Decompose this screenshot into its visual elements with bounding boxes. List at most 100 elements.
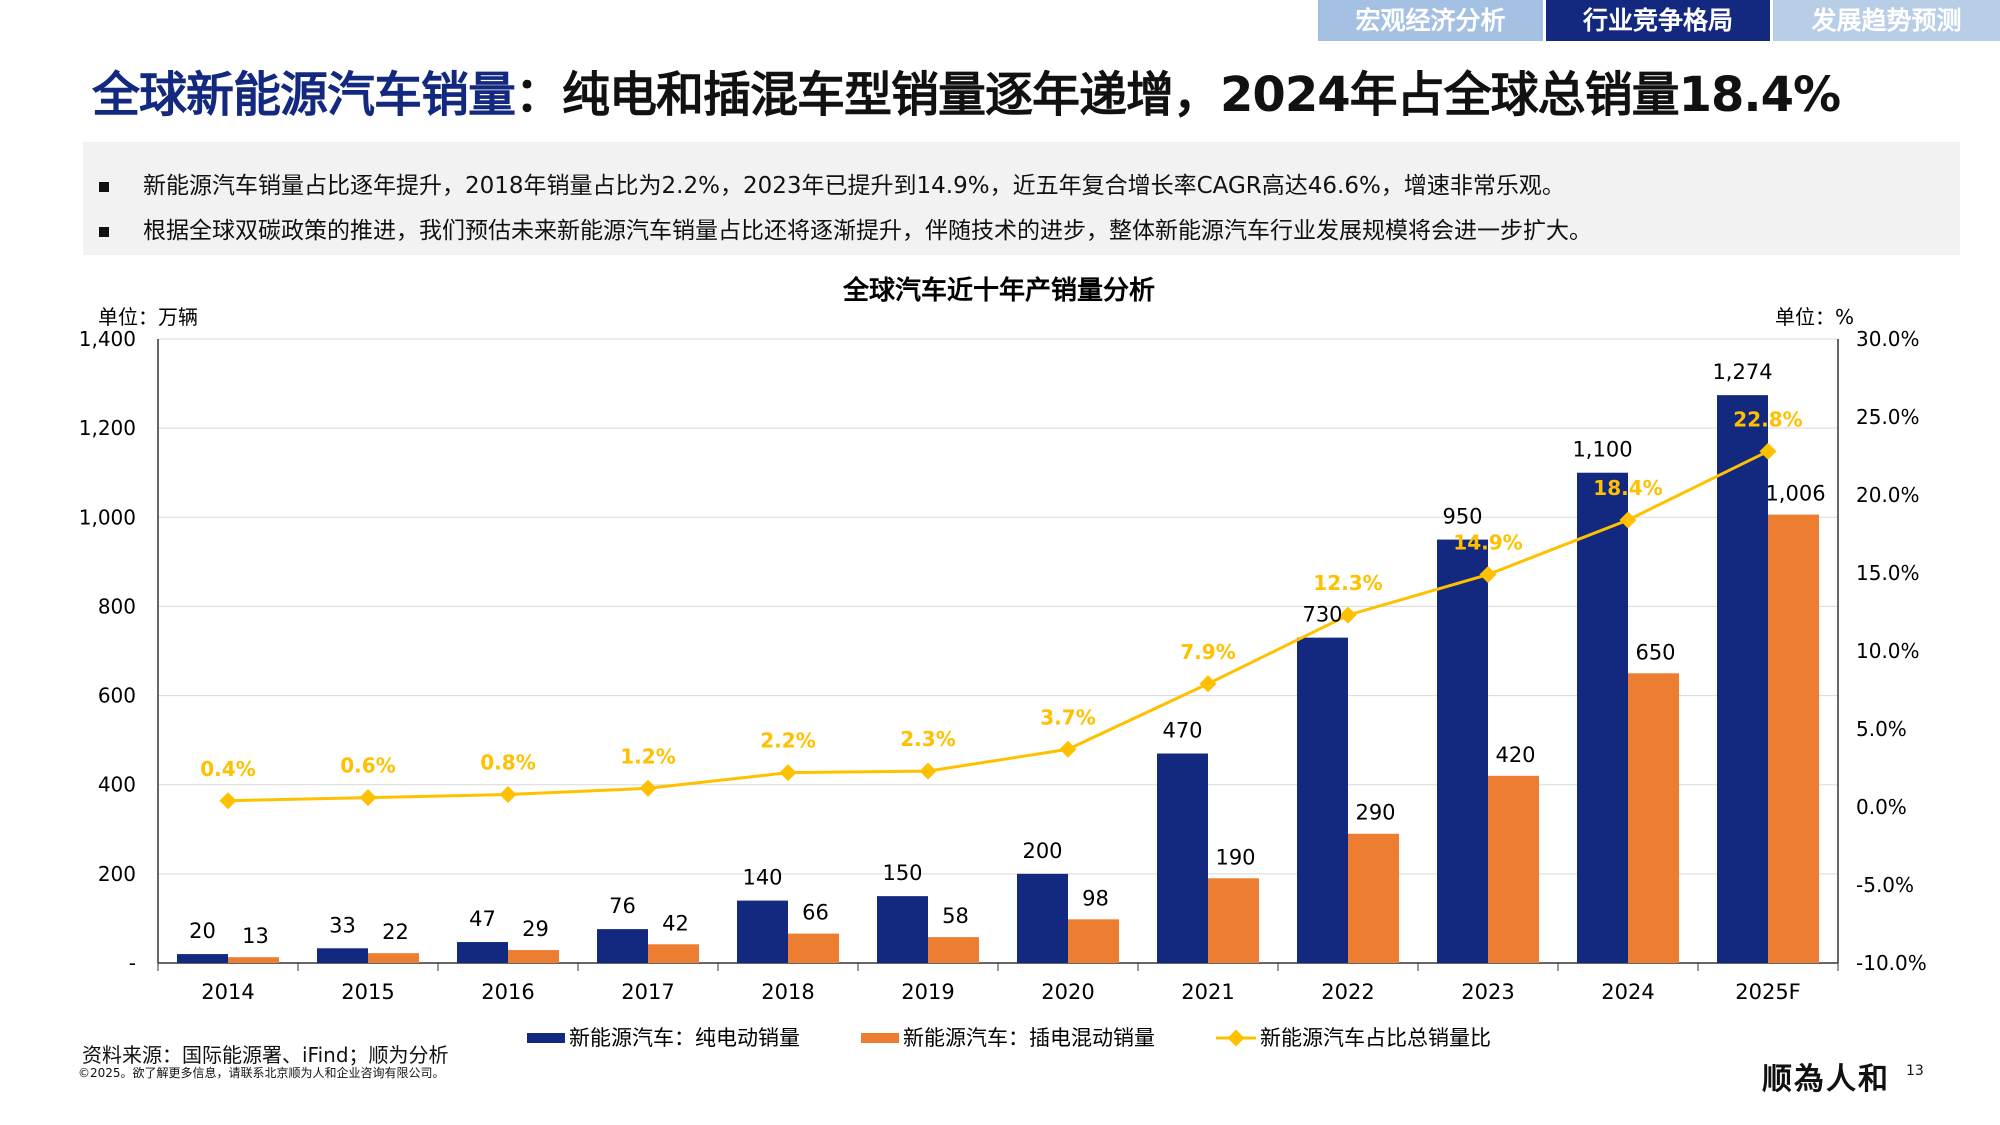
bar-phev [1488, 775, 1539, 963]
tab-industry-competition[interactable]: 行业竞争格局 [1546, 0, 1770, 41]
right-axis-tick-label: 5.0% [1856, 717, 1907, 741]
bar-label-bev: 200 [1022, 839, 1062, 863]
bar-label-bev: 47 [469, 907, 496, 931]
bar-phev [928, 937, 979, 963]
right-axis-tick-label: 25.0% [1856, 405, 1920, 429]
title-highlight: 全球新能源汽车销量 [92, 67, 516, 123]
share-label: 2.3% [900, 727, 955, 751]
x-axis-tick-label: 2015 [341, 980, 394, 1004]
x-axis-tick-label: 2024 [1601, 980, 1654, 1004]
copyright-note: ©2025。欲了解更多信息，请联系北京顺为人和企业咨询有限公司。 [78, 1066, 445, 1080]
bar-phev [228, 957, 279, 963]
title-rest: ：纯电和插混车型销量逐年递增，2024年占全球总销量18.4% [515, 67, 1841, 123]
x-axis-tick-label: 2025F [1735, 980, 1801, 1004]
tab-trend-forecast[interactable]: 发展趋势预测 [1773, 0, 2000, 41]
legend-label-phev: 新能源汽车：插电混动销量 [903, 1026, 1155, 1050]
chart-title: 全球汽车近十年产销量分析 [842, 275, 1155, 306]
bar-phev [1348, 833, 1399, 963]
share-label: 2.2% [760, 729, 815, 753]
share-line [227, 449, 1769, 803]
summary-bullet-text: 根据全球双碳政策的推进，我们预估未来新能源汽车销量占比还将逐渐提升，伴随技术的进… [143, 218, 1592, 244]
bullet-square-icon [99, 181, 109, 192]
share-label: 12.3% [1313, 571, 1382, 595]
left-axis-tick-label: 800 [98, 594, 136, 618]
bar-bev [877, 896, 928, 963]
bar-phev [788, 933, 839, 963]
legend-swatch-bev [527, 1033, 565, 1043]
bar-label-phev: 650 [1635, 640, 1675, 664]
left-axis-tick-label: - [129, 951, 136, 975]
x-axis-tick-label: 2021 [1181, 980, 1234, 1004]
bar-label-bev: 470 [1162, 719, 1202, 743]
x-axis-tick-label: 2023 [1461, 980, 1514, 1004]
left-axis-tick-label: 1,000 [79, 505, 136, 529]
bar-label-bev: 33 [329, 913, 356, 937]
right-axis-tick-label: -5.0% [1856, 873, 1914, 897]
bar-bev [177, 954, 228, 963]
share-label: 0.8% [480, 751, 535, 775]
share-label: 0.6% [340, 754, 395, 778]
bar-label-bev: 1,100 [1572, 438, 1632, 462]
legend-swatch-phev [861, 1033, 899, 1043]
bar-bev [1717, 395, 1768, 963]
tab-macro-economy[interactable]: 宏观经济分析 [1318, 0, 1543, 41]
bar-phev [1628, 673, 1679, 963]
share-label: 3.7% [1040, 705, 1095, 729]
share-point [1479, 566, 1497, 584]
share-point [1339, 606, 1357, 624]
bar-label-phev: 22 [382, 920, 409, 944]
x-axis-tick-label: 2014 [201, 980, 254, 1004]
share-label: 0.4% [200, 757, 255, 781]
right-axis-tick-label: 10.0% [1856, 639, 1920, 663]
bar-phev [1208, 878, 1259, 963]
bar-bev [317, 948, 368, 963]
right-axis-tick-label: 0.0% [1856, 795, 1907, 819]
summary-bullet: 新能源汽车销量占比逐年提升，2018年销量占比为2.2%，2023年已提升到14… [99, 166, 1565, 200]
bar-label-phev: 29 [522, 917, 549, 941]
legend-label-bev: 新能源汽车：纯电动销量 [569, 1026, 800, 1050]
bar-bev [1437, 539, 1488, 963]
share-point [919, 762, 937, 780]
share-point [499, 786, 517, 804]
bullet-square-icon [99, 226, 109, 237]
x-axis-tick-label: 2018 [761, 980, 814, 1004]
left-axis-tick-label: 400 [98, 773, 136, 797]
share-point [359, 789, 377, 807]
bar-phev [508, 950, 559, 963]
page-title: 全球新能源汽车销量：纯电和插混车型销量逐年递增，2024年占全球总销量18.4% [92, 55, 1841, 125]
share-point [1619, 511, 1637, 529]
bar-label-phev: 190 [1215, 845, 1255, 869]
brand-logo: 顺為人和 [1762, 1062, 1890, 1097]
bar-label-phev: 1,006 [1765, 482, 1825, 506]
share-label: 22.8% [1733, 407, 1802, 431]
right-axis-tick-label: 30.0% [1856, 327, 1920, 351]
bar-label-phev: 290 [1355, 801, 1395, 825]
bar-label-phev: 13 [242, 924, 269, 948]
right-axis-unit: 单位：% [1775, 305, 1854, 329]
left-axis-unit: 单位：万辆 [98, 305, 198, 329]
left-axis-tick-label: 600 [98, 684, 136, 708]
bar-label-bev: 76 [609, 894, 636, 918]
x-axis-tick-label: 2022 [1321, 980, 1374, 1004]
x-axis-tick-label: 2016 [481, 980, 534, 1004]
share-point [219, 792, 237, 810]
bar-label-bev: 140 [742, 866, 782, 890]
bar-label-bev: 1,274 [1712, 360, 1772, 384]
x-axis-tick-label: 2017 [621, 980, 674, 1004]
left-axis-tick-label: 1,200 [79, 416, 136, 440]
share-label: 14.9% [1453, 531, 1522, 555]
right-axis-tick-label: 15.0% [1856, 561, 1920, 585]
legend-marker-share [1227, 1029, 1245, 1047]
bar-bev [1297, 637, 1348, 963]
left-axis-tick-label: 200 [98, 862, 136, 886]
bar-bev [1577, 472, 1628, 963]
bar-bev [737, 900, 788, 963]
right-axis-tick-label: 20.0% [1856, 483, 1920, 507]
summary-box: 新能源汽车销量占比逐年提升，2018年销量占比为2.2%，2023年已提升到14… [83, 142, 1960, 255]
summary-bullet: 根据全球双碳政策的推进，我们预估未来新能源汽车销量占比还将逐渐提升，伴随技术的进… [99, 211, 1592, 245]
bar-label-phev: 98 [1082, 886, 1109, 910]
share-label: 1.2% [620, 744, 675, 768]
bar-bev [457, 942, 508, 963]
share-point [779, 764, 797, 782]
